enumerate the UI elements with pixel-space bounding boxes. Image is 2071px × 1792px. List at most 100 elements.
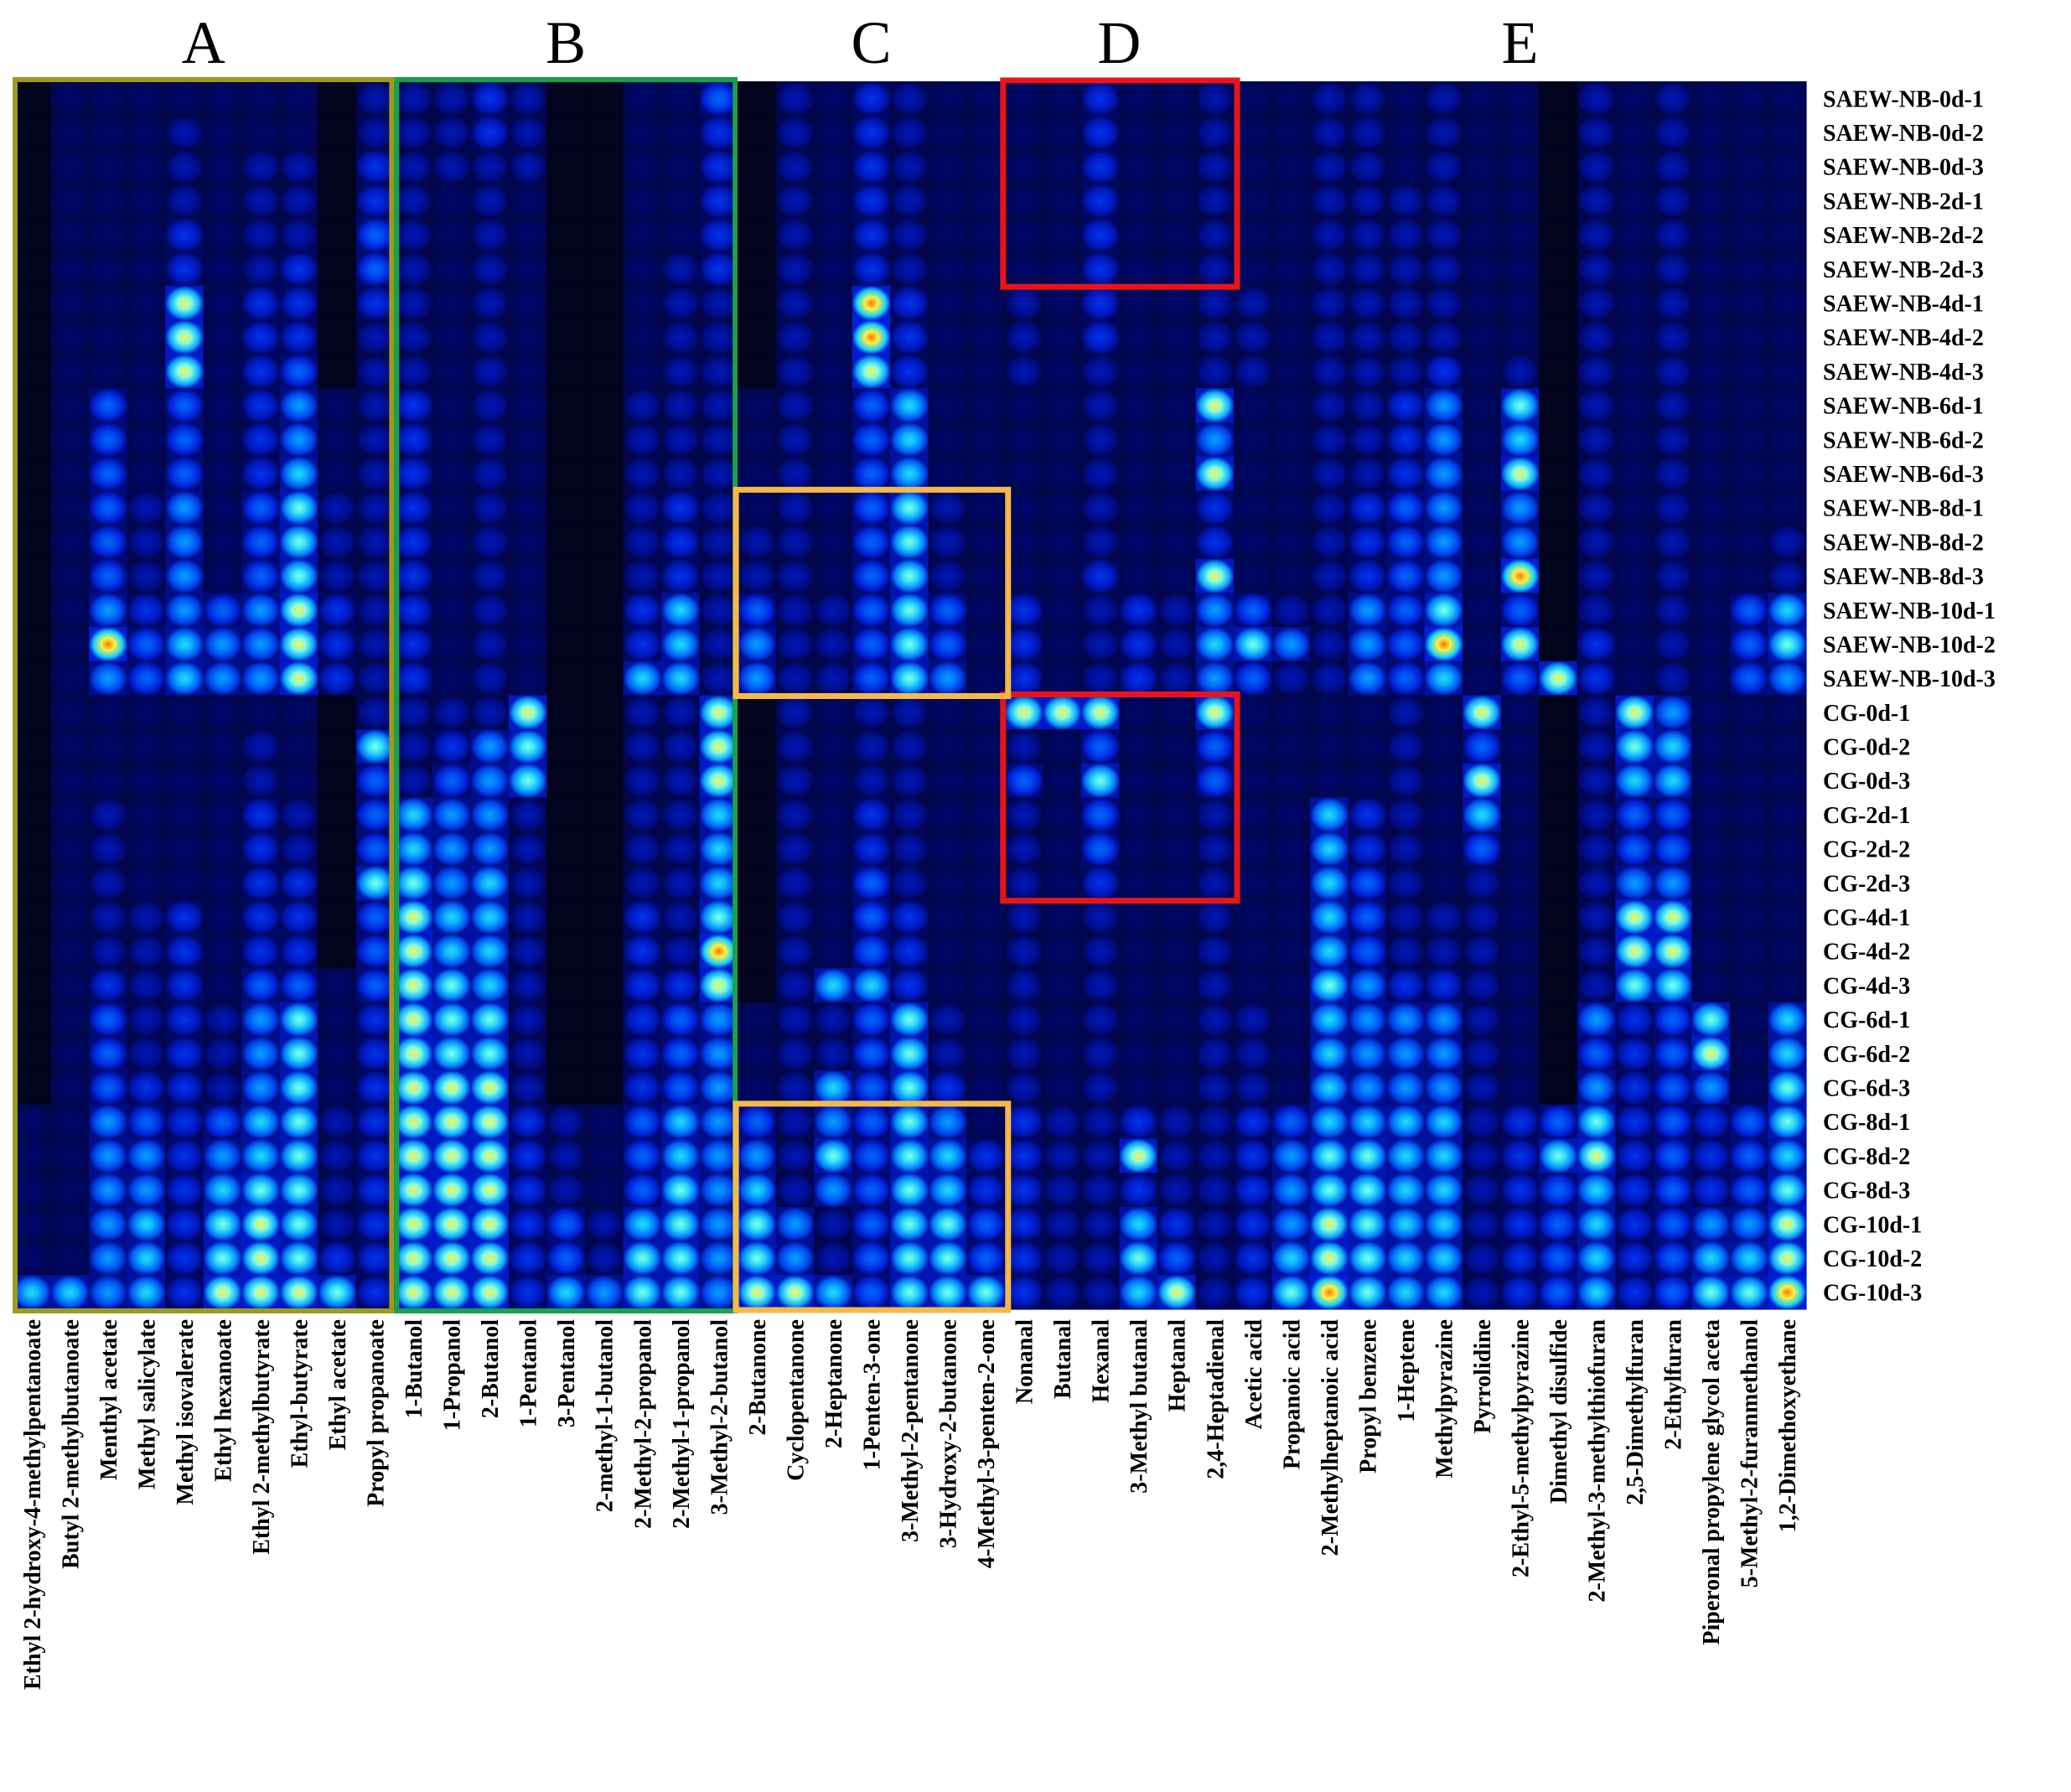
- heatmap-cell: [966, 286, 1006, 321]
- heatmap-cell: [470, 525, 510, 560]
- heatmap-cell: [508, 115, 548, 150]
- heatmap-cell: [1653, 456, 1692, 491]
- heatmap-cell: [1615, 319, 1654, 355]
- heatmap-cell: [852, 490, 891, 526]
- heatmap-cell: [165, 1240, 205, 1276]
- heatmap-cell: [852, 354, 891, 389]
- heatmap-cell: [1310, 286, 1349, 321]
- heatmap-cell: [1424, 1206, 1463, 1242]
- heatmap-cell: [1195, 593, 1235, 628]
- heatmap-cell: [1310, 456, 1349, 491]
- heatmap-cell: [432, 81, 471, 117]
- heatmap-cell: [13, 934, 52, 969]
- heatmap-cell: [1768, 354, 1807, 389]
- heatmap-cell: [1768, 81, 1807, 117]
- heatmap-cell: [1577, 934, 1616, 969]
- heatmap-cell: [470, 456, 510, 491]
- column-label: Hexanal: [1089, 1319, 1115, 1403]
- heatmap-cell: [1119, 865, 1158, 901]
- heatmap-cell: [546, 217, 586, 253]
- heatmap-cell: [1004, 1275, 1043, 1310]
- row-label: SAEW-NB-2d-2: [1823, 223, 1984, 249]
- heatmap-cell: [966, 1173, 1006, 1208]
- heatmap-cell: [127, 286, 166, 321]
- heatmap-cell: [1234, 115, 1273, 150]
- column-label: 2-Ethylfuran: [1661, 1319, 1687, 1450]
- heatmap-cell: [1004, 319, 1043, 355]
- heatmap-cell: [470, 217, 510, 253]
- heatmap-cell: [852, 1138, 891, 1173]
- heatmap-cell: [1653, 184, 1692, 219]
- heatmap-cell: [1577, 1275, 1616, 1310]
- heatmap-cell: [966, 184, 1006, 219]
- column-label: 1-Pentanol: [516, 1319, 542, 1427]
- row-label: SAEW-NB-2d-1: [1823, 189, 1984, 215]
- heatmap-cell: [1043, 695, 1082, 730]
- heatmap-cell: [279, 865, 318, 901]
- heatmap-cell: [1043, 1104, 1082, 1140]
- heatmap-cell: [1424, 1173, 1463, 1208]
- heatmap-cell: [127, 865, 166, 901]
- heatmap-cell: [432, 456, 471, 491]
- heatmap-cell: [1195, 1138, 1235, 1173]
- heatmap-cell: [279, 934, 318, 969]
- heatmap-cell: [928, 660, 967, 697]
- heatmap-cell: [318, 1240, 357, 1276]
- heatmap-cell: [852, 115, 891, 150]
- heatmap-cell: [1729, 490, 1769, 526]
- heatmap-cell: [1004, 968, 1043, 1003]
- heatmap-cell: [127, 797, 166, 832]
- heatmap-cell: [1691, 593, 1731, 628]
- heatmap-cell: [13, 729, 52, 764]
- heatmap-cell: [1539, 286, 1578, 321]
- heatmap-cell: [508, 388, 548, 423]
- heatmap-cell: [661, 319, 701, 355]
- heatmap-cell: [1043, 831, 1082, 867]
- heatmap-cell: [1615, 865, 1654, 901]
- heatmap-cell: [127, 558, 166, 594]
- heatmap-cell: [1729, 729, 1769, 764]
- heatmap-cell: [1539, 1138, 1578, 1173]
- heatmap-cell: [1539, 627, 1578, 662]
- heatmap-cell: [1615, 490, 1654, 526]
- heatmap-cell: [546, 149, 586, 184]
- heatmap-cell: [1729, 660, 1769, 697]
- heatmap-cell: [1691, 81, 1731, 117]
- heatmap-cell: [966, 593, 1006, 628]
- row-label: CG-2d-3: [1823, 871, 1910, 897]
- heatmap-cell: [1310, 763, 1349, 799]
- heatmap-cell: [966, 627, 1006, 662]
- heatmap-cell: [1577, 1070, 1616, 1106]
- heatmap-cell: [394, 899, 433, 935]
- heatmap-cell: [890, 729, 929, 764]
- heatmap-cell: [1463, 968, 1502, 1003]
- heatmap-cell: [127, 763, 166, 799]
- heatmap-cell: [1653, 217, 1692, 253]
- heatmap-cell: [13, 1275, 52, 1310]
- heatmap-cell: [1119, 1002, 1158, 1038]
- heatmap-cell: [1500, 729, 1540, 764]
- heatmap-cell: [852, 934, 891, 969]
- heatmap-cell: [394, 1173, 433, 1208]
- heatmap-cell: [1080, 286, 1121, 321]
- heatmap-cell: [1310, 1240, 1349, 1276]
- heatmap-cell: [1424, 1240, 1463, 1276]
- heatmap-cell: [1577, 1206, 1616, 1242]
- heatmap-cell: [50, 558, 90, 594]
- heatmap-cell: [890, 81, 929, 117]
- heatmap-cell: [928, 968, 967, 1003]
- heatmap-cell: [50, 490, 90, 526]
- heatmap-cell: [394, 865, 433, 901]
- heatmap-cell: [546, 593, 586, 628]
- heatmap-cell: [1691, 899, 1731, 935]
- heatmap-cell: [13, 1138, 52, 1173]
- heatmap-cell: [699, 1206, 738, 1242]
- heatmap-cell: [127, 354, 166, 389]
- column-label: 2,5-Dimethylfuran: [1623, 1319, 1649, 1505]
- heatmap-cell: [279, 729, 318, 764]
- heatmap-cell: [699, 217, 738, 253]
- heatmap-cell: [738, 456, 777, 491]
- heatmap-cell: [584, 899, 624, 935]
- heatmap-cell: [279, 1173, 318, 1208]
- heatmap-cell: [1004, 593, 1043, 628]
